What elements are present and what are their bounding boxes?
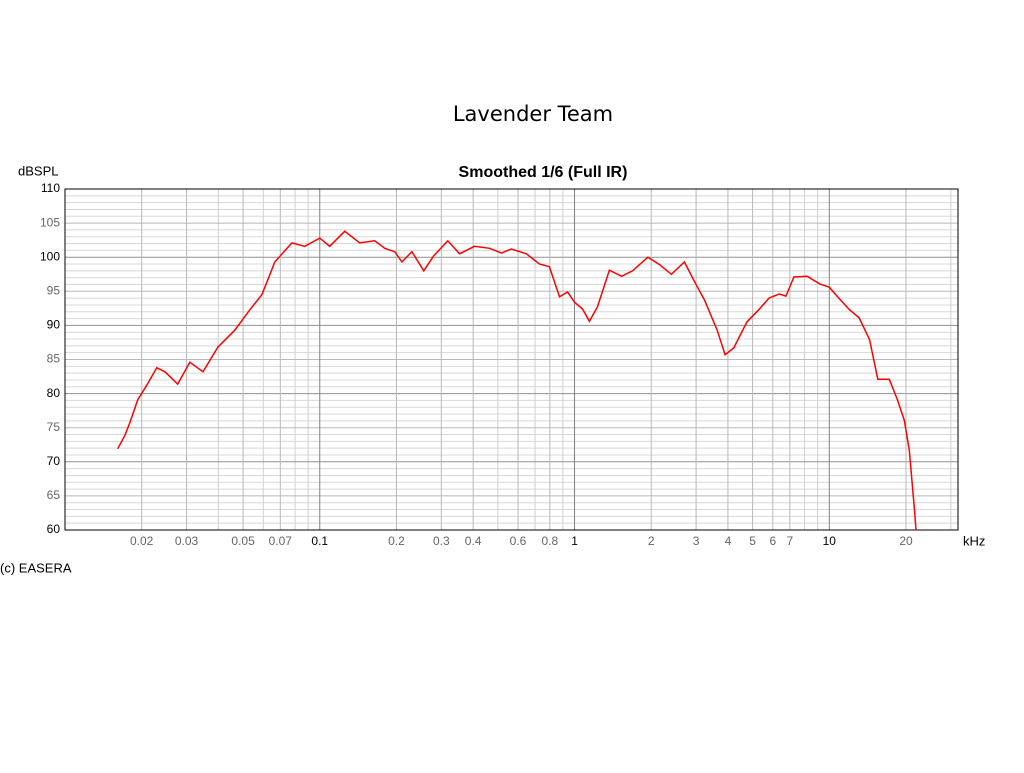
- x-tick-label: 5: [749, 534, 756, 548]
- x-tick-label: 0.1: [311, 534, 328, 548]
- y-tick-label: 110: [41, 181, 60, 195]
- y-tick-label: 80: [47, 386, 61, 400]
- x-tick-label: 0.4: [465, 534, 482, 548]
- x-tick-label: 0.03: [175, 534, 199, 548]
- chart-title: Smoothed 1/6 (Full IR): [459, 164, 628, 181]
- x-tick-label: 3: [693, 534, 700, 548]
- y-tick-label: 90: [47, 318, 61, 332]
- y-axis-label: dBSPL: [18, 163, 58, 178]
- x-tick-label: 7: [786, 534, 793, 548]
- x-tick-label: 0.3: [433, 534, 450, 548]
- x-tick-label: 4: [725, 534, 732, 548]
- plot-border: [64, 188, 959, 531]
- x-tick-label: 0.07: [269, 534, 293, 548]
- x-tick-label: 6: [769, 534, 776, 548]
- x-tick-label: 0.02: [130, 534, 154, 548]
- y-tick-label: 75: [47, 420, 61, 434]
- y-tick-label: 65: [47, 488, 61, 502]
- response-curve: [117, 230, 917, 531]
- y-tick-label: 60: [47, 522, 61, 536]
- x-tick-label: 0.05: [231, 534, 255, 548]
- y-tick-label: 95: [47, 283, 61, 297]
- x-tick-label: 2: [648, 534, 655, 548]
- credit: (c) EASERA: [0, 560, 72, 575]
- y-tick-label: 85: [47, 352, 61, 366]
- x-tick-label: 10: [823, 534, 837, 548]
- x-tick-label: 0.2: [388, 534, 405, 548]
- x-tick-label: 0.8: [542, 534, 559, 548]
- slide-title: Lavender Team: [453, 102, 613, 126]
- y-tick-label: 70: [47, 454, 61, 468]
- x-axis-label: kHz: [963, 533, 985, 548]
- x-tick-label: 0.6: [510, 534, 527, 548]
- y-tick-label: 105: [40, 215, 60, 229]
- x-tick-label: 20: [899, 534, 913, 548]
- x-tick-label: 1: [571, 534, 578, 548]
- y-tick-label: 100: [40, 249, 60, 263]
